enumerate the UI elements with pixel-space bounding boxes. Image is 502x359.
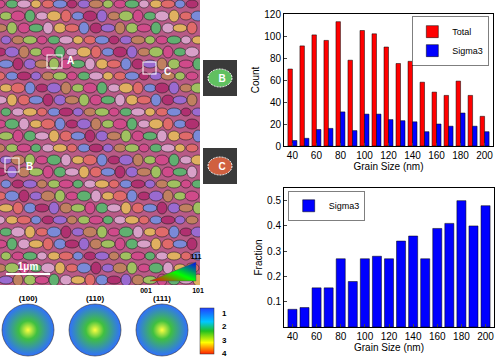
svg-text:A: A [67, 55, 74, 66]
svg-text:(111): (111) [153, 294, 171, 303]
svg-text:Grain Size (nm): Grain Size (nm) [353, 161, 423, 172]
svg-text:B: B [26, 161, 33, 172]
svg-text:140: 140 [405, 331, 422, 342]
svg-text:Sigma3: Sigma3 [329, 201, 360, 211]
svg-text:Fraction: Fraction [253, 239, 264, 275]
svg-text:60: 60 [311, 150, 323, 161]
svg-text:80: 80 [335, 150, 347, 161]
svg-text:100: 100 [264, 31, 281, 42]
svg-text:180: 180 [453, 331, 470, 342]
svg-text:160: 160 [428, 150, 445, 161]
svg-text:100: 100 [356, 150, 373, 161]
svg-text:0.4: 0.4 [267, 220, 281, 231]
svg-text:Count: Count [250, 66, 261, 93]
svg-text:40: 40 [270, 97, 282, 108]
svg-text:200: 200 [476, 150, 493, 161]
svg-text:60: 60 [270, 75, 282, 86]
svg-text:1μm: 1μm [18, 261, 39, 272]
svg-text:2: 2 [222, 322, 227, 331]
svg-text:Grain Size (nm): Grain Size (nm) [354, 342, 424, 353]
svg-text:20: 20 [270, 119, 282, 130]
svg-text:(110): (110) [86, 294, 105, 303]
svg-text:80: 80 [335, 331, 347, 342]
svg-text:Total: Total [452, 27, 471, 37]
svg-text:120: 120 [380, 150, 397, 161]
svg-text:80: 80 [270, 53, 282, 64]
svg-text:140: 140 [404, 150, 421, 161]
svg-text:B: B [218, 73, 225, 84]
svg-text:100: 100 [357, 331, 374, 342]
svg-text:160: 160 [429, 331, 446, 342]
svg-text:180: 180 [452, 150, 469, 161]
svg-text:120: 120 [381, 331, 398, 342]
svg-text:C: C [218, 161, 225, 172]
svg-text:(100): (100) [19, 294, 38, 303]
svg-text:40: 40 [287, 331, 299, 342]
svg-text:0.2: 0.2 [267, 271, 281, 282]
svg-text:0.5: 0.5 [267, 195, 281, 206]
svg-text:4: 4 [222, 349, 227, 358]
svg-text:101: 101 [192, 287, 204, 294]
svg-text:3: 3 [222, 336, 227, 345]
svg-text:0.1: 0.1 [267, 296, 281, 307]
svg-text:C: C [164, 66, 171, 77]
svg-text:200: 200 [477, 331, 494, 342]
svg-text:Sigma3: Sigma3 [452, 46, 483, 56]
svg-text:60: 60 [311, 331, 323, 342]
svg-text:1: 1 [222, 309, 227, 318]
svg-text:40: 40 [287, 150, 299, 161]
svg-text:0: 0 [275, 141, 281, 152]
svg-text:111: 111 [191, 253, 202, 260]
svg-text:120: 120 [264, 9, 281, 20]
svg-text:001: 001 [140, 287, 152, 294]
svg-text:0.3: 0.3 [267, 246, 281, 257]
